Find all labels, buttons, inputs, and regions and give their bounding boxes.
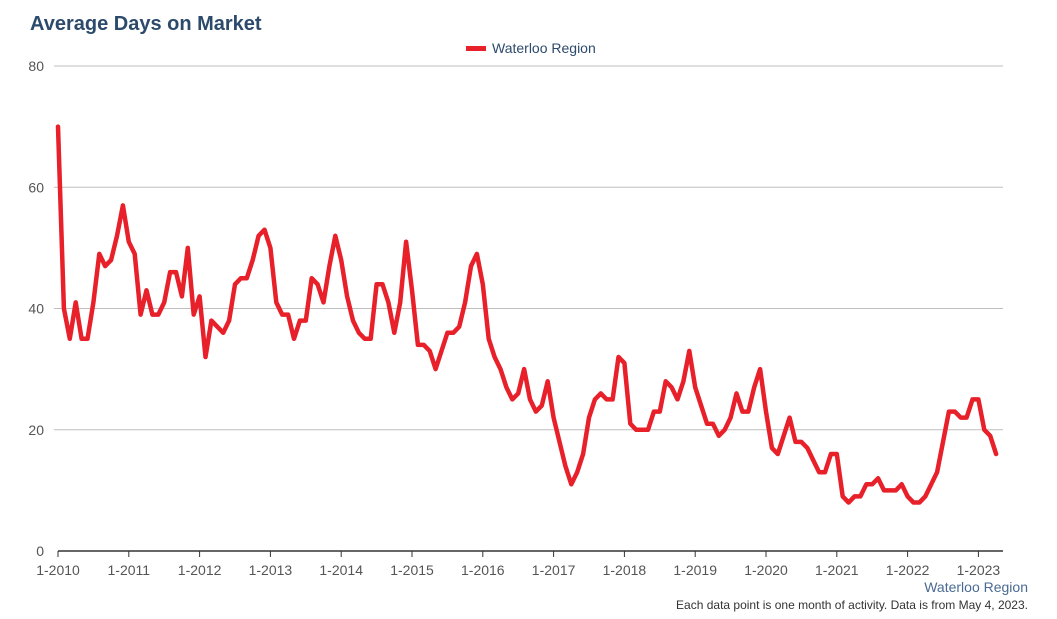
x-tick-label: 1-2013: [249, 562, 293, 578]
x-tick-label: 1-2022: [886, 562, 930, 578]
series-layer: [55, 124, 999, 505]
x-tick-label: 1-2014: [319, 562, 363, 578]
y-tick-label: 20: [28, 422, 44, 438]
chart-title: Average Days on Market: [30, 13, 262, 35]
x-tick-label: 1-2019: [673, 562, 717, 578]
legend-swatch: [466, 45, 486, 51]
gridlines: [54, 65, 1003, 431]
y-tick-label: 40: [28, 301, 44, 317]
y-tick-label: 80: [28, 58, 44, 74]
x-tick-label: 1-2010: [36, 562, 80, 578]
x-tick-label: 1-2018: [603, 562, 647, 578]
x-tick-label: 1-2015: [390, 562, 434, 578]
y-tick-label: 60: [28, 179, 44, 195]
y-tick-label: 0: [36, 543, 44, 559]
series-line[interactable]: [55, 124, 999, 505]
x-tick-label: 1-2021: [815, 562, 859, 578]
x-tick-label: 1-2012: [178, 562, 222, 578]
x-tick-label: 1-2023: [957, 562, 1001, 578]
legend[interactable]: Waterloo Region: [466, 40, 596, 56]
footnote: Each data point is one month of activity…: [676, 598, 1028, 612]
legend-label: Waterloo Region: [492, 40, 596, 56]
x-tick-label: 1-2016: [461, 562, 505, 578]
y-axis-ticks: 0 20 40 60 80: [28, 58, 44, 559]
x-axis: 1-2010 1-2011 1-2012 1-2013 1-2014 1-2015 1-20…: [36, 550, 1003, 578]
x-tick-label: 1-2020: [744, 562, 788, 578]
x-tick-label: 1-2017: [532, 562, 576, 578]
x-tick-label: 1-2011: [108, 562, 151, 578]
source-label[interactable]: Waterloo Region: [924, 579, 1028, 595]
